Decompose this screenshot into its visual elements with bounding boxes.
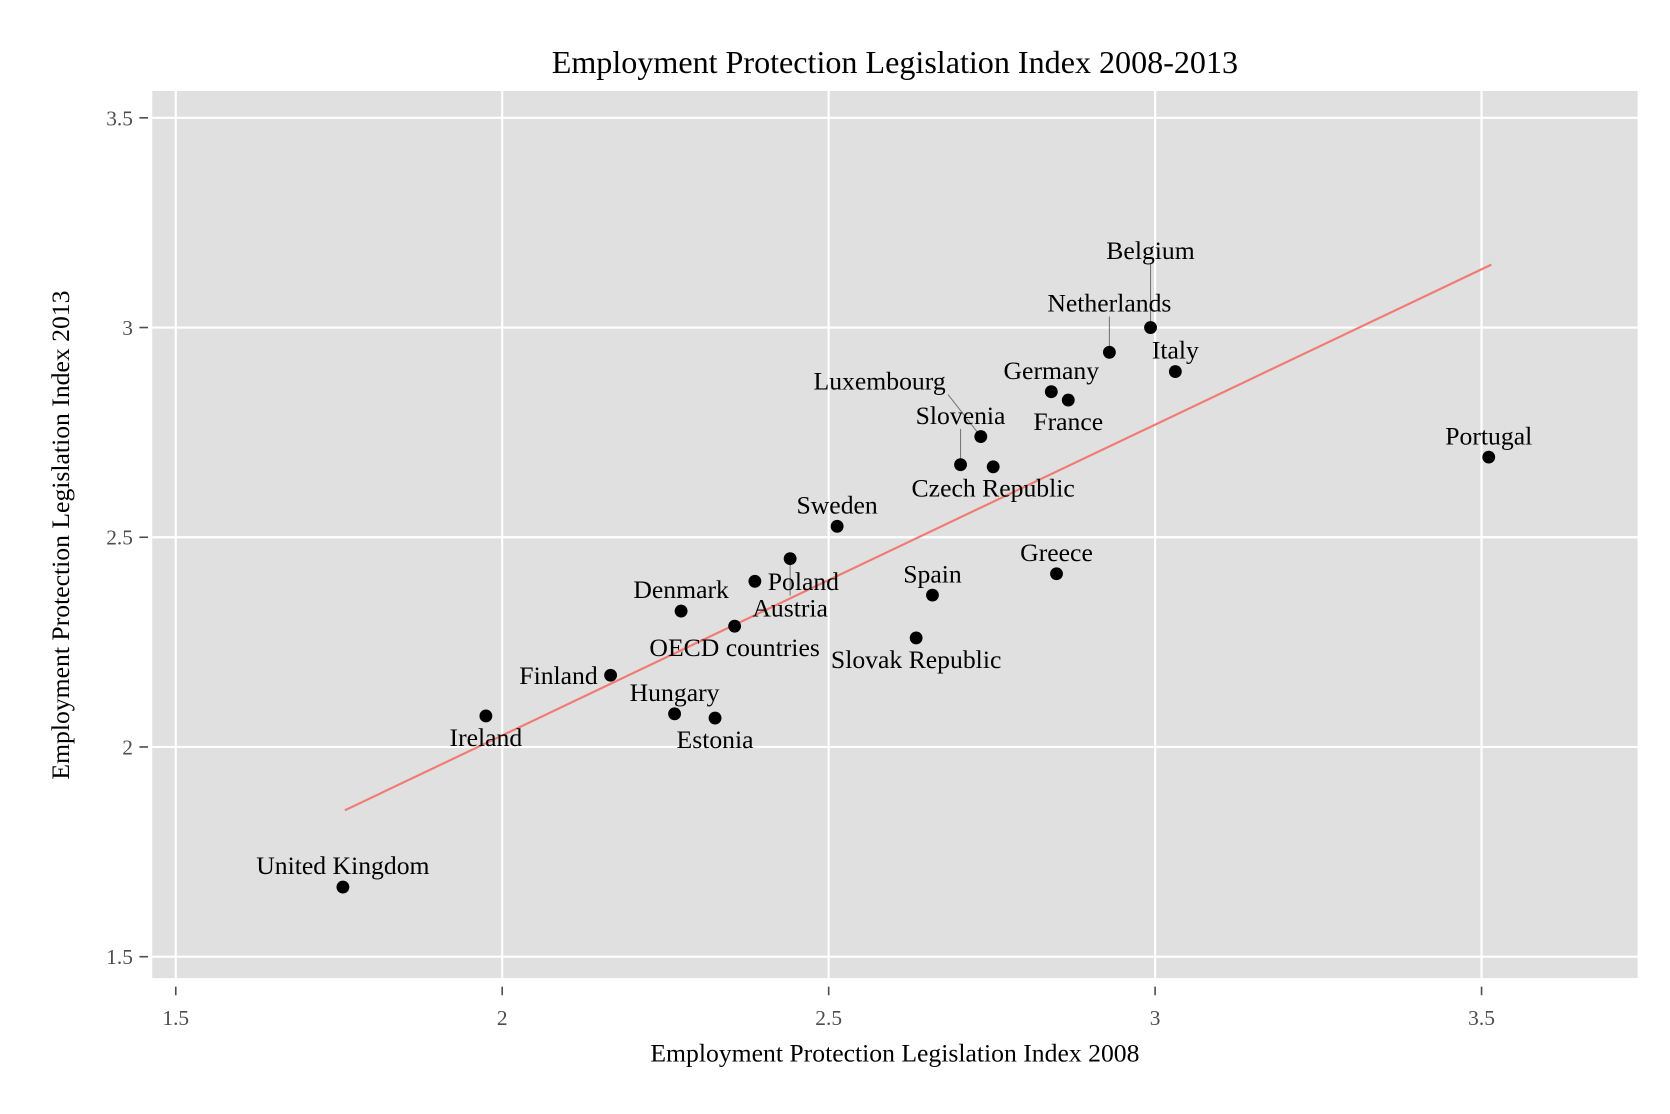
x-axis-title: Employment Protection Legislation Index … (650, 1039, 1139, 1068)
data-point: Germany (1004, 356, 1100, 399)
data-point: Slovak Republic (831, 631, 1001, 674)
point-marker (974, 430, 988, 444)
y-axis: 1.5 2 2.5 3 3.5 (106, 106, 148, 969)
x-axis: 1.5 2 2.5 3 3.5 (162, 986, 1495, 1030)
x-tick-label: 3 (1150, 1006, 1161, 1030)
point-label: Luxembourg (814, 367, 946, 396)
point-label: Slovak Republic (831, 645, 1001, 674)
y-tick-label: 3 (122, 316, 133, 340)
y-axis-title: Employment Protection Legislation Index … (46, 291, 75, 780)
point-label: United Kingdom (256, 851, 429, 880)
points: United Kingdom Ireland Finland Hungary Eston… (256, 236, 1532, 894)
point-marker (1102, 345, 1116, 359)
data-point: Estonia (677, 711, 755, 754)
data-point: Luxembourg (814, 367, 988, 444)
data-point: Ireland (450, 709, 523, 752)
point-label: Finland (519, 661, 598, 690)
grid (152, 90, 1638, 979)
data-point: France (1033, 393, 1103, 436)
point-marker (728, 619, 742, 633)
x-tick-label: 1.5 (162, 1006, 189, 1030)
point-marker (1050, 567, 1063, 581)
data-point: Hungary (630, 678, 720, 721)
point-label: Belgium (1106, 236, 1194, 265)
point-label: Estonia (677, 725, 755, 754)
point-marker (1168, 365, 1182, 378)
point-marker (926, 588, 939, 602)
point-label: Hungary (630, 678, 720, 707)
label-leader-line (947, 394, 982, 437)
data-point: Sweden (797, 491, 878, 533)
point-marker (954, 458, 967, 472)
point-marker (668, 707, 681, 721)
point-marker (1144, 321, 1157, 334)
point-marker (909, 631, 923, 645)
point-marker (1044, 385, 1058, 399)
point-label: Italy (1152, 336, 1199, 365)
point-marker (479, 709, 493, 723)
data-point: United Kingdom (256, 851, 430, 894)
y-tick-label: 3.5 (106, 106, 133, 130)
x-tick-label: 3.5 (1468, 1006, 1495, 1030)
point-marker (1482, 450, 1496, 464)
point-label: Austria (752, 593, 828, 622)
data-point: OECD countries (649, 619, 820, 662)
plot-panel (152, 90, 1638, 979)
point-marker (830, 519, 844, 533)
point-marker (748, 574, 762, 588)
data-point: Spain (903, 559, 962, 602)
point-label: Portugal (1445, 421, 1532, 450)
point-label: Spain (903, 559, 962, 588)
point-marker (708, 711, 722, 725)
chart-title: Employment Protection Legislation Index … (552, 44, 1238, 80)
point-label: Sweden (797, 491, 878, 520)
y-tick-label: 2 (122, 735, 133, 759)
point-marker (1061, 393, 1075, 407)
data-point: Denmark (633, 575, 729, 618)
point-marker (986, 460, 1000, 474)
point-label: Netherlands (1047, 289, 1171, 318)
point-label: Denmark (633, 575, 729, 604)
data-point: Italy (1152, 336, 1199, 378)
y-tick-label: 2.5 (106, 526, 133, 550)
data-point: Belgium (1106, 236, 1195, 334)
point-label: OECD countries (649, 633, 819, 662)
data-point: Portugal (1445, 421, 1532, 464)
point-label: Slovenia (916, 401, 1006, 430)
point-label: France (1033, 407, 1103, 436)
point-label: Poland (768, 567, 839, 596)
point-label: Czech Republic (912, 474, 1075, 503)
point-marker (783, 552, 797, 566)
fit-line (344, 263, 1492, 812)
data-point: Finland (519, 661, 618, 690)
x-tick-label: 2 (497, 1006, 508, 1030)
point-marker (674, 604, 688, 618)
y-tick-label: 1.5 (106, 945, 133, 969)
data-point: Netherlands (1047, 289, 1171, 359)
data-point: Poland (748, 567, 839, 596)
data-point: Czech Republic (912, 460, 1075, 503)
data-point: Austria (752, 552, 829, 622)
point-label: Ireland (450, 723, 523, 752)
point-marker (604, 668, 618, 682)
point-label: Greece (1020, 538, 1093, 567)
x-tick-label: 2.5 (815, 1006, 842, 1030)
data-point: Greece (1020, 538, 1093, 581)
data-point: Slovenia (916, 401, 1006, 472)
point-label: Germany (1004, 356, 1100, 385)
point-marker (336, 880, 350, 894)
